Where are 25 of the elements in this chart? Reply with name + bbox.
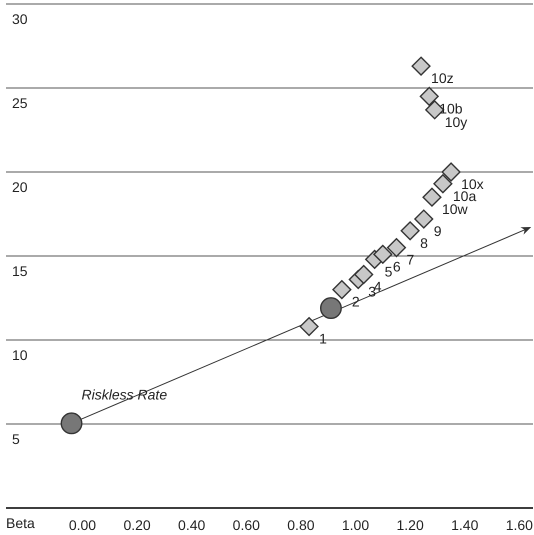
annotation: 5: [384, 263, 393, 280]
x-tick-label: 0.00: [68, 517, 96, 533]
annotation: 6: [392, 258, 401, 274]
x-tick-label: 0.80: [287, 517, 315, 533]
annotation: 10w: [442, 201, 469, 218]
x-tick-label: 1.40: [451, 517, 479, 533]
y-tick-label: 5: [12, 431, 20, 447]
y-tick-label: 30: [12, 11, 28, 27]
annotation: Riskless Rate: [82, 386, 168, 402]
x-tick-label: 1.20: [396, 517, 424, 533]
y-tick-label: 10: [12, 347, 28, 363]
annotation: 9: [434, 223, 442, 240]
x-tick-label: 0.60: [232, 517, 260, 533]
annotation: 10y: [444, 114, 468, 130]
y-tick-label: 15: [12, 263, 28, 279]
x-tick-label: 1.00: [342, 517, 370, 533]
x-tick-label: 0.20: [123, 517, 151, 533]
x-axis-title: Beta: [6, 515, 36, 531]
x-tick-label: 1.60: [506, 517, 534, 533]
x-tick-label: 0.40: [178, 517, 206, 533]
annotation: 10z: [431, 70, 454, 86]
annotation: 7: [406, 252, 414, 268]
annotation: 8: [420, 234, 428, 251]
y-tick-label: 25: [12, 95, 28, 111]
y-tick-label: 20: [12, 179, 28, 195]
